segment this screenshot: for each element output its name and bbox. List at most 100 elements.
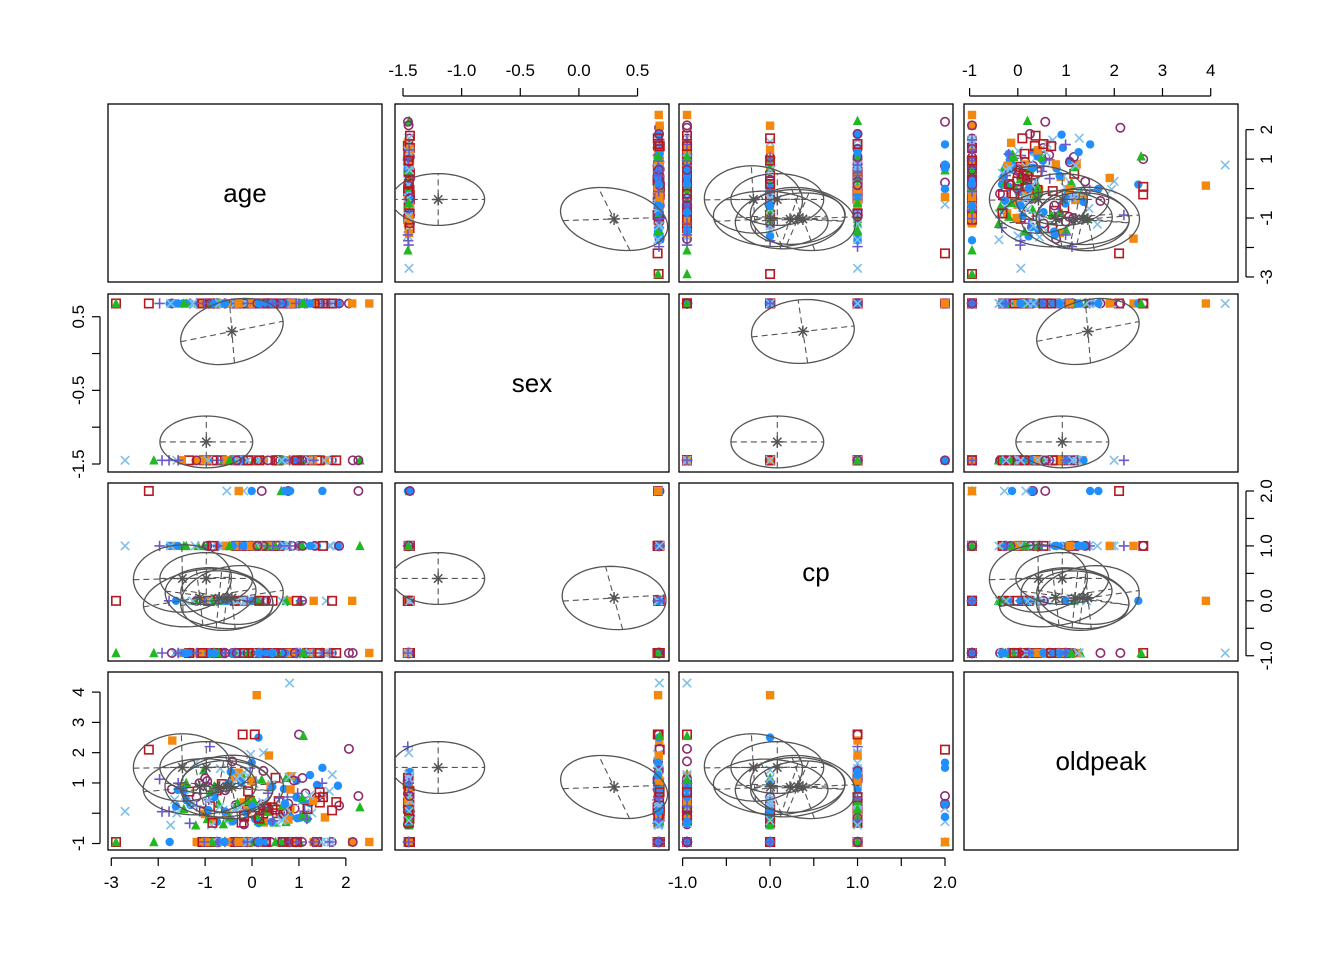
data-point <box>653 186 664 197</box>
data-point <box>305 770 315 780</box>
data-point <box>173 778 184 789</box>
data-point <box>1065 541 1074 551</box>
data-point <box>299 806 310 817</box>
left-tick-label-oldpeak: 4 <box>69 687 88 696</box>
data-point <box>764 298 776 309</box>
points-cp-vs-age <box>111 485 374 659</box>
data-point <box>1094 184 1103 193</box>
data-point <box>967 245 977 255</box>
data-point <box>940 184 950 193</box>
data-point <box>852 729 863 740</box>
ellipse-0-center <box>771 435 784 448</box>
data-point <box>1000 540 1012 552</box>
ellipse-2-major-axis <box>143 588 257 608</box>
data-point <box>192 456 201 465</box>
data-point <box>682 268 692 279</box>
bottom-tick-label-age: -1 <box>198 873 213 892</box>
data-point <box>682 110 692 120</box>
ellipse-2-major-axis <box>999 213 1112 225</box>
data-point <box>276 455 287 466</box>
data-point <box>967 236 977 245</box>
panel-cp-vs-cp <box>678 482 954 662</box>
data-point <box>403 836 414 848</box>
data-point <box>966 647 977 658</box>
ellipse-3-major-axis <box>704 198 803 201</box>
data-point <box>966 455 978 466</box>
data-point <box>314 647 325 658</box>
data-point <box>154 774 165 785</box>
data-point <box>966 213 978 224</box>
data-point <box>940 812 950 822</box>
data-point <box>1220 160 1230 170</box>
data-point <box>1114 485 1125 496</box>
ellipse-0-center <box>1056 435 1069 448</box>
data-point <box>267 815 278 826</box>
data-point <box>286 299 295 308</box>
ellipse-0-center <box>200 435 213 448</box>
data-point <box>111 836 121 847</box>
ellipse-5 <box>750 760 846 814</box>
data-point <box>1060 455 1071 466</box>
ellipse-4-center <box>1069 213 1082 226</box>
data-point <box>1004 179 1015 190</box>
data-point <box>149 455 159 465</box>
panel-age-vs-sex <box>394 103 670 283</box>
data-point <box>1047 455 1058 466</box>
data-point <box>171 802 181 811</box>
data-point <box>308 647 319 659</box>
data-point <box>853 736 862 745</box>
data-point <box>1012 213 1021 223</box>
ellipses-cp-vs-sex <box>395 551 667 631</box>
data-point <box>402 647 414 659</box>
data-point <box>681 229 693 241</box>
data-point <box>143 298 154 309</box>
data-point <box>320 813 330 822</box>
data-point <box>1021 486 1031 496</box>
data-point <box>258 765 269 776</box>
data-point <box>1201 596 1211 606</box>
data-point <box>404 790 415 801</box>
data-point <box>343 743 354 754</box>
data-point <box>682 207 692 217</box>
data-point <box>1009 151 1019 162</box>
data-point <box>298 298 309 308</box>
data-point <box>179 648 188 658</box>
data-point <box>154 298 165 309</box>
data-point <box>967 540 977 551</box>
data-point <box>284 540 295 552</box>
ellipses-cp-vs-age <box>132 544 284 632</box>
data-point <box>653 226 663 236</box>
left-tick-label-sex: -0.5 <box>69 376 88 405</box>
data-point <box>403 120 414 131</box>
panel-cp-vs-oldpeak <box>963 482 1239 662</box>
data-point <box>1094 486 1103 496</box>
panel-layer: age sex cp oldpeak <box>107 103 1239 851</box>
left-tick-label-oldpeak: 2 <box>69 748 88 757</box>
ellipse-3 <box>988 165 1089 234</box>
data-point <box>1024 128 1035 139</box>
data-point <box>765 133 776 144</box>
data-point <box>1029 163 1038 173</box>
ellipse-1-center <box>608 780 621 793</box>
data-point <box>852 298 863 309</box>
data-point <box>261 595 272 606</box>
left-tick-label-oldpeak: 1 <box>69 778 88 787</box>
data-point <box>653 139 664 150</box>
data-point <box>165 837 174 847</box>
bottom-tick-label-age: 0 <box>247 873 256 892</box>
ellipse-3 <box>703 165 804 234</box>
ellipse-5-major-axis <box>1036 213 1129 224</box>
data-point <box>247 486 256 496</box>
ellipse-1 <box>180 297 284 366</box>
data-point <box>1129 541 1138 551</box>
panel-oldpeak-vs-oldpeak <box>963 671 1239 851</box>
data-point <box>939 116 950 127</box>
data-point <box>1114 248 1125 259</box>
ellipse-5-minor-axis <box>1076 192 1090 245</box>
data-point <box>966 595 978 607</box>
data-point <box>156 806 168 817</box>
ellipse-4 <box>164 756 274 818</box>
data-point <box>765 690 775 700</box>
data-point <box>1061 224 1071 235</box>
data-point <box>1136 151 1146 161</box>
